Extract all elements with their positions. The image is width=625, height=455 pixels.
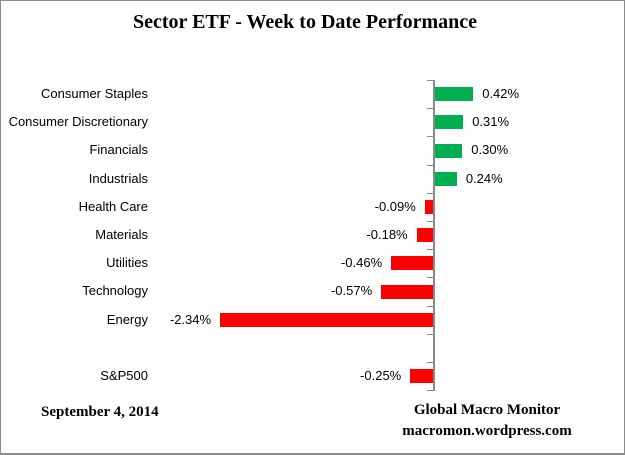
attribution-source-url: macromon.wordpress.com <box>402 423 572 439</box>
date-label: September 4, 2014 <box>41 404 159 420</box>
value-label: -0.09% <box>374 198 416 214</box>
axis-tick <box>427 249 435 251</box>
value-label: -2.34% <box>169 311 212 327</box>
bar <box>435 143 463 158</box>
axis-tick <box>427 221 435 222</box>
bar <box>381 284 433 299</box>
value-label: 0.30% <box>471 142 509 158</box>
category-label: Materials <box>95 227 148 242</box>
category-label: Financials <box>89 142 148 158</box>
value-label: -0.18% <box>366 227 408 242</box>
category-label: Health Care <box>78 198 148 214</box>
axis-tick <box>427 277 435 279</box>
value-label: -0.57% <box>330 283 373 299</box>
value-label: 0.31% <box>472 114 510 130</box>
axis-tick <box>427 362 435 363</box>
bar <box>435 171 457 186</box>
axis-tick <box>427 136 435 138</box>
category-label: S&P500 <box>100 368 148 383</box>
axis-tick <box>427 164 435 166</box>
category-label: Energy <box>106 311 148 327</box>
bar <box>220 312 433 327</box>
category-axis-line <box>433 80 435 391</box>
bar <box>435 87 474 102</box>
axis-tick <box>427 390 435 392</box>
value-label: 0.24% <box>465 170 503 186</box>
category-label: Industrials <box>88 170 148 186</box>
axis-tick <box>427 333 435 335</box>
value-label: -0.25% <box>360 368 402 383</box>
chart-title: Sector ETF - Week to Date Performance <box>133 11 477 33</box>
axis-tick <box>427 192 435 194</box>
value-label: -0.46% <box>340 255 383 271</box>
category-label: Utilities <box>106 255 148 271</box>
category-label: Consumer Discretionary <box>8 114 148 130</box>
axis-tick <box>427 80 435 81</box>
value-label: 0.42% <box>482 86 520 101</box>
bar <box>435 115 464 130</box>
bar <box>424 199 433 214</box>
category-label: Consumer Staples <box>41 86 148 101</box>
attribution: Global Macro Monitor macromon.wordpress.… <box>357 400 617 442</box>
bar <box>410 369 433 384</box>
bar <box>416 228 433 243</box>
bar <box>391 256 433 271</box>
axis-tick <box>427 108 435 110</box>
category-label: Technology <box>82 283 148 299</box>
axis-tick <box>427 305 435 307</box>
attribution-source-name: Global Macro Monitor <box>413 402 561 418</box>
